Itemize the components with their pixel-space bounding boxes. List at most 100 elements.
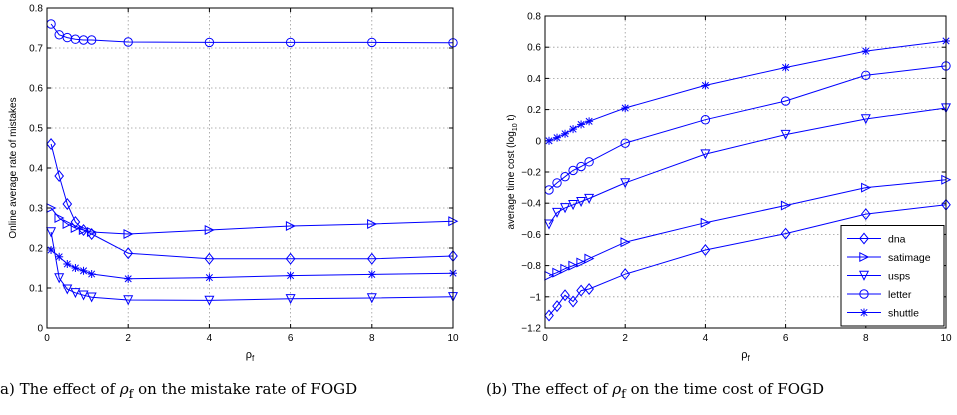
data-point-dna <box>285 252 296 265</box>
caption-a-prefix: a) The effect of <box>0 380 120 398</box>
data-point-shuttle <box>621 104 630 113</box>
y-tick-label-a: 0.5 <box>29 124 43 135</box>
data-point-letter <box>620 138 630 148</box>
legend-item-letter: letter <box>847 289 912 301</box>
data-point-satimage <box>62 218 73 230</box>
data-point-dna <box>123 247 134 260</box>
data-point-shuttle <box>585 117 594 126</box>
data-point-satimage <box>620 237 631 248</box>
data-point-usps <box>544 219 555 230</box>
x-axis-label-a: ρf <box>246 349 255 363</box>
data-point-usps <box>62 284 73 295</box>
data-point-satimage <box>584 253 595 264</box>
data-point-dna <box>560 289 570 302</box>
y-tick-label-b: 0.8 <box>527 12 541 23</box>
data-point-shuttle <box>561 129 570 138</box>
y-tick-label-a: 0.7 <box>29 44 43 55</box>
plot-frame-b <box>544 15 947 329</box>
x-tick-label-a: 0 <box>44 333 50 344</box>
data-point-shuttle <box>545 136 554 145</box>
y-axis-label-a: Online average rate of mistakes <box>8 97 19 238</box>
y-tick-label-b: −0.4 <box>521 199 541 210</box>
series-line-satimage <box>50 207 454 235</box>
data-point-shuttle <box>553 133 562 142</box>
data-point-dna <box>620 268 631 281</box>
x-tick-label-b: 6 <box>783 333 789 344</box>
legend-label: usps <box>888 271 910 283</box>
legend-label: letter <box>888 289 912 301</box>
y-tick-label-b: −0.2 <box>521 168 541 179</box>
data-point-dna <box>62 198 73 210</box>
data-point-letter <box>86 35 97 45</box>
caption-b-prefix: (b) The effect of <box>486 380 613 398</box>
series-line-letter <box>548 65 947 191</box>
legend-label: shuttle <box>888 308 919 320</box>
data-point-shuttle <box>87 270 96 278</box>
y-axis-label-b: average time cost (log10 t) <box>506 114 519 229</box>
data-point-satimage <box>70 222 81 234</box>
series-line-shuttle <box>50 249 454 280</box>
data-point-letter <box>285 37 296 48</box>
data-point-satimage <box>544 270 555 281</box>
data-point-shuttle <box>124 274 133 283</box>
data-point-letter <box>560 171 570 182</box>
data-point-satimage <box>204 224 215 236</box>
data-point-dna <box>204 252 215 265</box>
y-tick-label-b: 0.6 <box>527 43 541 54</box>
data-point-shuttle <box>79 266 88 275</box>
chart-a: 0 2 4 6 8 10 0 0.1 0.2 0.3 0.4 0.5 0.6 0.7 0.8 ρf Online… <box>8 4 459 364</box>
caption-a-sub: f <box>128 386 134 401</box>
data-point-usps <box>620 178 631 189</box>
data-point-letter <box>204 37 215 48</box>
data-point-usps <box>780 129 791 140</box>
data-point-shuttle <box>569 125 578 134</box>
y-tick-label-a: 0.2 <box>29 244 43 255</box>
data-point-satimage <box>560 263 571 274</box>
data-point-shuttle <box>701 81 710 90</box>
data-point-dna <box>568 295 578 308</box>
data-point-usps <box>204 295 215 306</box>
y-tick-label-b: −1 <box>530 292 542 303</box>
data-point-dna <box>78 224 89 236</box>
data-point-usps <box>568 200 579 211</box>
x-tick-label-b: 0 <box>542 333 548 344</box>
data-point-shuttle <box>286 271 295 280</box>
legend-label: dna <box>888 234 906 246</box>
data-point-satimage <box>568 260 579 271</box>
legend-item-dna: dna <box>847 232 906 246</box>
data-point-satimage <box>123 228 134 240</box>
data-point-usps <box>123 295 134 306</box>
x-tick-label-b: 10 <box>940 333 952 344</box>
data-point-letter <box>584 157 594 167</box>
data-point-dna <box>70 216 81 228</box>
x-tick-label-a: 8 <box>369 333 375 344</box>
legend-marker <box>860 308 868 317</box>
y-tick-label-a: 0.4 <box>29 164 43 175</box>
caption-b-symbol: ρ <box>612 380 622 398</box>
y-tick-label-b: 0.4 <box>527 74 541 85</box>
y-tick-label-a: 0 <box>37 324 43 335</box>
data-point-satimage <box>861 182 872 193</box>
data-point-satimage <box>86 226 97 238</box>
data-point-usps <box>285 294 296 305</box>
chart-b: 0 2 4 6 8 10 −1.2 −1 −0.8 −0.6 −0.4 −0.2 0 0.2 0.4 0.6 0… <box>506 12 952 364</box>
data-point-letter <box>700 115 711 125</box>
data-point-dna <box>552 300 562 313</box>
series-line-satimage <box>548 179 947 277</box>
data-point-letter <box>123 37 133 47</box>
data-point-satimage <box>576 257 587 268</box>
legend-marker <box>859 232 869 245</box>
x-tick-label-a: 2 <box>125 333 131 344</box>
x-tick-label-b: 8 <box>863 333 869 344</box>
x-tick-label-b: 4 <box>703 333 709 344</box>
data-point-satimage <box>285 220 296 232</box>
y-tick-label-b: −0.8 <box>521 261 541 272</box>
y-tick-label-a: 0.3 <box>29 204 43 215</box>
data-point-usps <box>860 114 871 125</box>
legend-marker <box>858 270 870 281</box>
data-point-usps <box>70 288 81 299</box>
data-point-dna <box>700 244 711 256</box>
caption-b-sub: f <box>621 386 626 401</box>
data-point-satimage <box>54 212 65 224</box>
